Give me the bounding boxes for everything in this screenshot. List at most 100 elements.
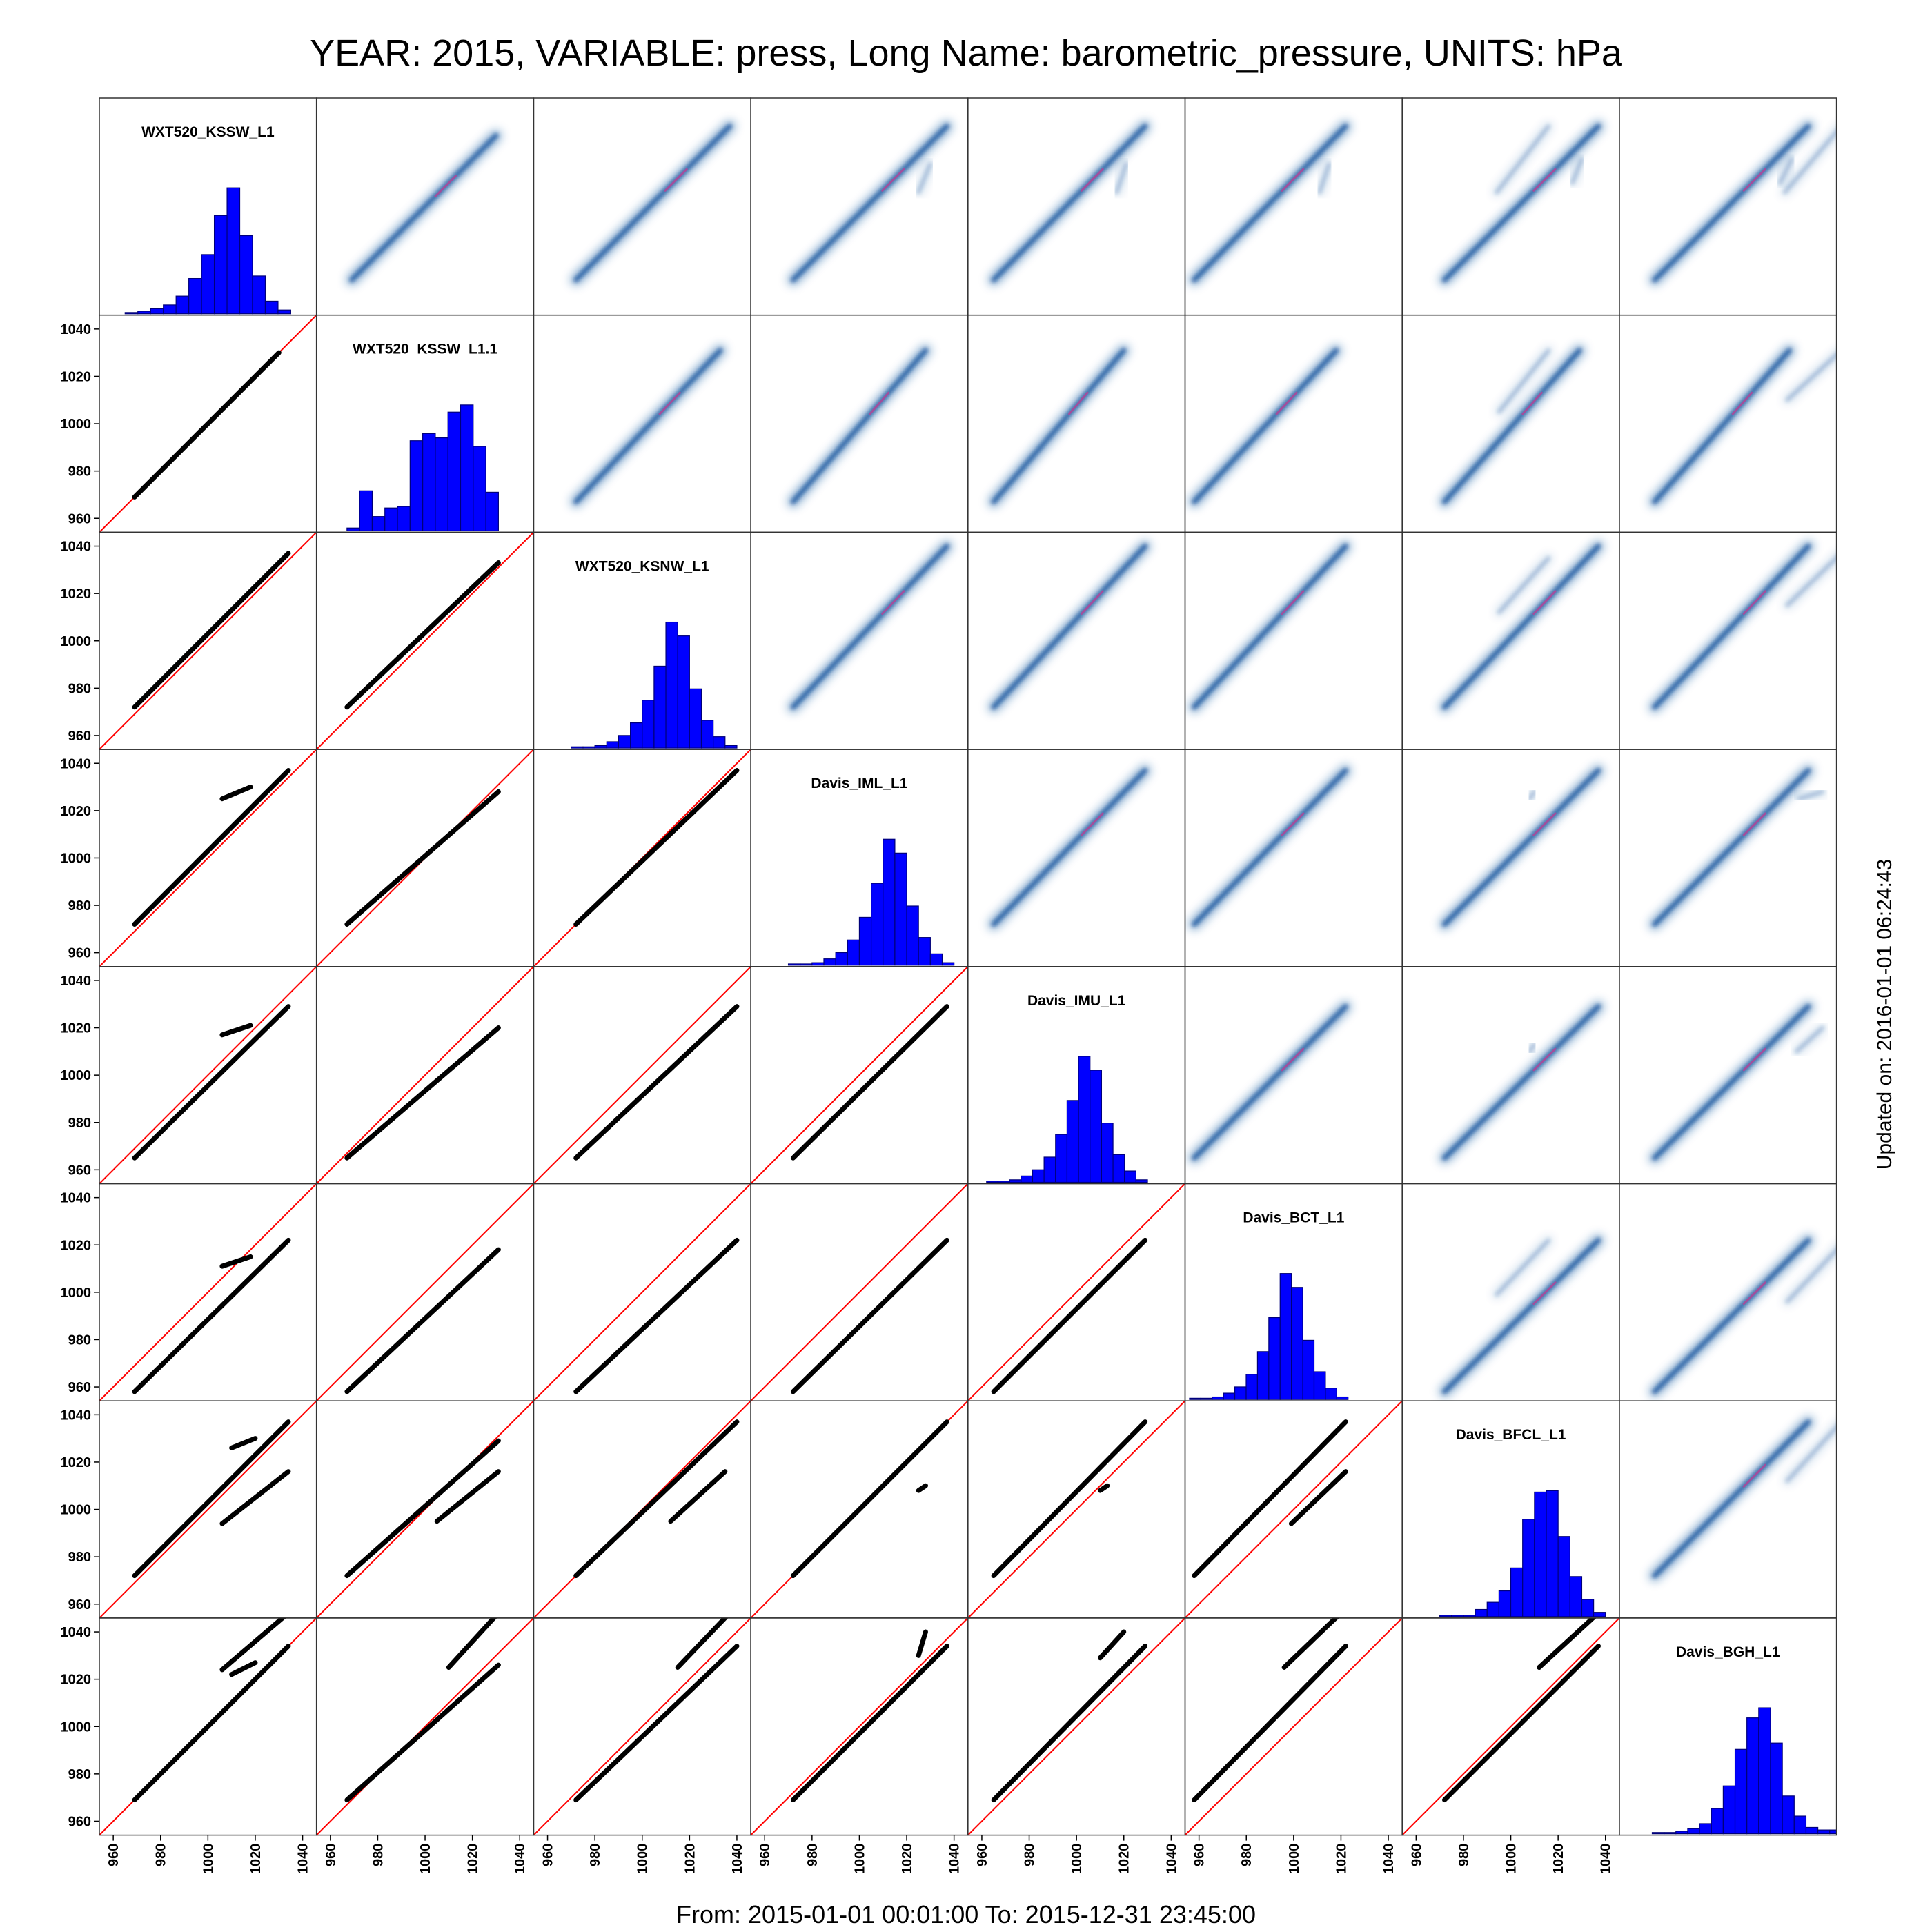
identity-line bbox=[751, 1183, 968, 1401]
panel-7-4 bbox=[967, 1617, 1186, 1836]
panel-6-0 bbox=[99, 1400, 317, 1619]
y-tick-label: 1040 bbox=[61, 1625, 92, 1640]
panel-3-2 bbox=[533, 749, 751, 967]
scatter-points bbox=[573, 768, 740, 927]
panel-border bbox=[967, 97, 1186, 316]
variable-label: Davis_IML_L1 bbox=[811, 776, 907, 791]
y-tick-label: 1040 bbox=[61, 1191, 92, 1206]
panel-4-4: Davis_IMU_L1 bbox=[967, 966, 1186, 1185]
density-peak bbox=[1532, 1281, 1557, 1305]
density-core bbox=[991, 544, 1148, 710]
histogram-bar bbox=[1651, 1832, 1665, 1835]
density-peak bbox=[1281, 812, 1305, 836]
scatter-points bbox=[132, 1419, 291, 1579]
density-peak bbox=[658, 391, 681, 415]
y-tick-label: 1000 bbox=[61, 1068, 92, 1083]
panel-3-1 bbox=[315, 749, 535, 967]
identity-line bbox=[533, 1183, 751, 1401]
histogram-bar bbox=[1793, 1815, 1807, 1835]
scatter-points bbox=[219, 1469, 291, 1526]
density-core bbox=[1652, 1237, 1811, 1394]
identity-line bbox=[967, 1617, 1185, 1835]
histogram-bar bbox=[1325, 1388, 1337, 1400]
histogram-bar bbox=[1593, 1612, 1606, 1617]
panel-6-4 bbox=[967, 1400, 1186, 1619]
x-tick-label: 980 bbox=[588, 1844, 603, 1866]
panel-2-5 bbox=[1184, 531, 1403, 750]
density-core bbox=[1652, 1419, 1811, 1579]
histogram-bar bbox=[1758, 1707, 1771, 1835]
panel-0-1 bbox=[315, 97, 535, 316]
y-tick-label: 1000 bbox=[61, 634, 92, 649]
histogram-bar bbox=[858, 916, 872, 966]
scatter-points bbox=[219, 785, 253, 802]
identity-line bbox=[99, 1401, 317, 1618]
scatter-points bbox=[991, 1644, 1148, 1803]
histogram-bar bbox=[582, 746, 595, 749]
density-core bbox=[573, 124, 733, 283]
histogram-bar bbox=[835, 952, 848, 966]
date-range-footer: From: 2015-01-01 00:01:00 To: 2015-12-31… bbox=[676, 1900, 1256, 1929]
x-tick-label: 1000 bbox=[852, 1844, 867, 1875]
x-tick-label: 960 bbox=[758, 1844, 773, 1866]
histogram-bar bbox=[823, 958, 836, 966]
histogram-bar bbox=[1805, 1826, 1819, 1835]
panel-7-3 bbox=[750, 1617, 969, 1836]
histogram-bar bbox=[1256, 1351, 1270, 1400]
histogram-bar bbox=[1711, 1808, 1724, 1835]
y-tick-label: 1000 bbox=[61, 1503, 92, 1518]
density-core bbox=[349, 132, 499, 283]
density-core bbox=[1442, 124, 1601, 283]
scatter-points bbox=[991, 1419, 1148, 1579]
histogram-bar bbox=[1451, 1615, 1464, 1617]
variable-label: Davis_IMU_L1 bbox=[1027, 993, 1126, 1009]
y-tick-label: 980 bbox=[68, 898, 91, 914]
histogram-bar bbox=[1032, 1169, 1045, 1183]
histogram-bar bbox=[594, 745, 607, 749]
histogram-bar bbox=[1124, 1170, 1136, 1183]
panel-1-0 bbox=[99, 314, 317, 533]
histogram-bar bbox=[1302, 1339, 1315, 1400]
density-core bbox=[1652, 348, 1792, 504]
histogram-bar bbox=[870, 883, 884, 966]
histogram-bar bbox=[409, 440, 424, 531]
x-tick-label: 1020 bbox=[1334, 1844, 1349, 1875]
panel-2-0 bbox=[99, 531, 317, 750]
density-core bbox=[1652, 1004, 1811, 1161]
identity-line bbox=[1185, 1617, 1403, 1835]
density-core bbox=[1495, 1238, 1550, 1297]
identity-line bbox=[533, 1617, 751, 1835]
scatter-points bbox=[790, 1419, 949, 1579]
density-peak bbox=[1281, 168, 1305, 192]
x-tick-label: 1020 bbox=[1551, 1844, 1566, 1875]
density-core bbox=[1797, 789, 1824, 801]
panel-border bbox=[1184, 966, 1403, 1185]
x-tick-label: 980 bbox=[154, 1844, 169, 1866]
y-tick-label: 960 bbox=[68, 729, 91, 744]
identity-line bbox=[99, 966, 317, 1184]
panel-7-1 bbox=[315, 1617, 535, 1836]
y-tick-label: 980 bbox=[68, 681, 91, 696]
identity-line bbox=[1185, 1401, 1403, 1618]
histogram-bar bbox=[1279, 1273, 1292, 1400]
histogram-bar bbox=[677, 635, 690, 749]
histogram-bar bbox=[1066, 1100, 1079, 1183]
histogram-bar bbox=[918, 937, 931, 966]
panel-2-1 bbox=[315, 531, 535, 750]
histogram-bar bbox=[252, 275, 266, 315]
x-tick-label: 960 bbox=[1192, 1844, 1208, 1866]
density-core bbox=[1783, 129, 1837, 195]
scatter-points bbox=[344, 560, 501, 710]
identity-line bbox=[967, 1401, 1185, 1618]
y-tick-label: 980 bbox=[68, 1116, 91, 1131]
x-tick-label: 960 bbox=[975, 1844, 990, 1866]
identity-line bbox=[967, 1183, 1185, 1401]
histogram-bar bbox=[226, 187, 241, 315]
panel-4-1 bbox=[315, 966, 535, 1185]
scatter-points bbox=[1442, 1644, 1601, 1803]
variable-label: WXT520_KSNW_L1 bbox=[575, 558, 709, 574]
scatter-points bbox=[219, 1023, 253, 1038]
density-peak bbox=[434, 175, 457, 197]
density-peak bbox=[1080, 168, 1104, 192]
